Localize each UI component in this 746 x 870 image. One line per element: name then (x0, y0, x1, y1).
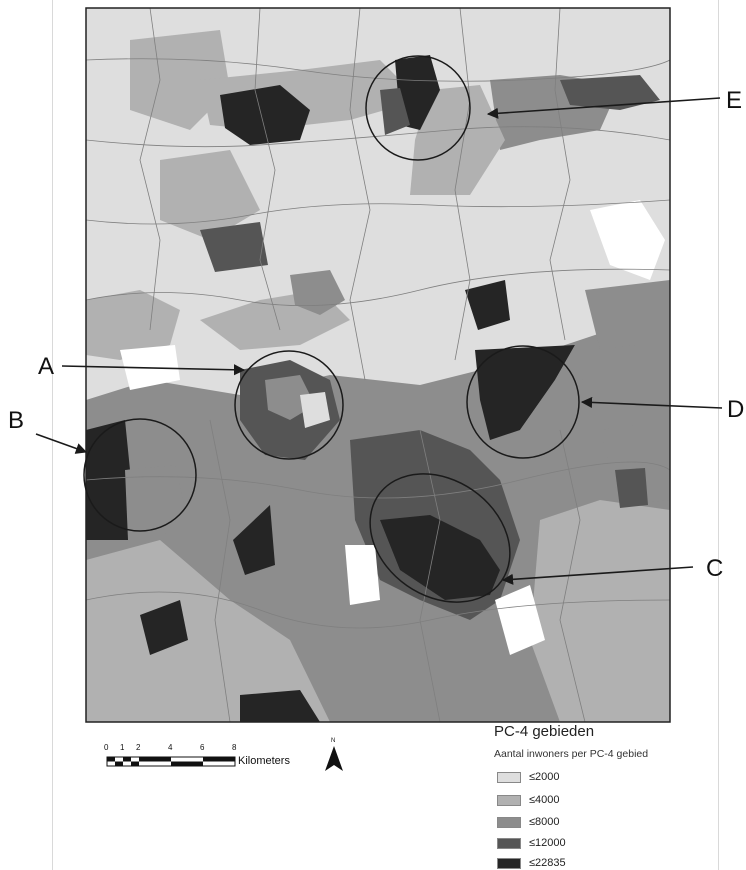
arrow-e (486, 97, 721, 119)
district-east-strip (585, 280, 670, 350)
legend-item-12000: ≤12000 (497, 836, 566, 850)
white-cutout-s (345, 545, 380, 605)
district-dark-pocket-2 (140, 600, 188, 655)
district-area-b-dark (86, 420, 130, 540)
district-area-c-dark (380, 515, 500, 600)
legend-swatch-2000 (497, 771, 521, 783)
district-area-e-medium (380, 88, 410, 135)
circle-e (365, 55, 471, 161)
left-frame-line (52, 0, 53, 870)
map-area (86, 8, 670, 722)
legend-subtitle: Aantal inwoners per PC-4 gebied (494, 748, 649, 760)
callout-label-a: A (38, 353, 55, 380)
legend-label-4000: ≤4000 (529, 794, 560, 806)
white-cutout-ne (590, 200, 665, 280)
district-area-b-medium (125, 465, 185, 540)
district-mid-west (86, 290, 180, 360)
callout-label-c: C (706, 555, 724, 582)
circle-d (466, 345, 580, 459)
scale-tick-4: 4 (168, 743, 173, 752)
right-frame-line (718, 0, 719, 870)
scale-tick-6: 6 (200, 743, 205, 752)
district-area-d-medium (520, 345, 585, 430)
arrow-b (35, 433, 88, 454)
map-frame (85, 7, 671, 723)
district-east-small-dark (615, 468, 648, 508)
scale-tick-0: 0 (104, 743, 109, 752)
legend-swatch-22835 (497, 857, 521, 869)
legend-swatch-4000 (497, 794, 521, 806)
district-e-light (410, 85, 505, 195)
callout-arrows (35, 97, 723, 585)
scale-tick-8: 8 (232, 743, 237, 752)
district-area-a-light (300, 392, 330, 428)
district-west-dark (200, 222, 268, 272)
district-area-d-dark (475, 345, 575, 440)
north-arrow (325, 746, 343, 771)
scale-unit-label: Kilometers (238, 755, 290, 767)
callout-label-b: B (8, 407, 25, 434)
legend-label-2000: ≤2000 (529, 771, 560, 783)
district-boundaries (86, 8, 670, 722)
scale-tick-2: 2 (136, 743, 141, 752)
arrow-d (580, 396, 723, 409)
district-dark-pocket-3 (240, 690, 320, 722)
district-south-right (530, 500, 670, 722)
district-dark-pocket-1 (233, 505, 275, 575)
white-cutout-se (495, 585, 545, 655)
circle-a (234, 350, 344, 460)
callout-label-e: E (726, 87, 743, 114)
legend-item-22835: ≤22835 (497, 856, 566, 870)
north-letter: N (331, 738, 336, 744)
legend-item-2000: ≤2000 (497, 770, 560, 784)
scale-bar (106, 756, 236, 767)
scale-tick-1: 1 (120, 743, 125, 752)
circle-b (83, 418, 197, 532)
legend-swatch-12000 (497, 837, 521, 849)
circle-c (369, 473, 511, 603)
district-south-mid (86, 540, 330, 722)
legend-item-4000: ≤4000 (497, 793, 560, 807)
legend-item-8000: ≤8000 (497, 815, 560, 829)
legend-label-22835: ≤22835 (529, 857, 566, 869)
district-nw-dark (220, 85, 310, 145)
district-dark-pocket-4 (465, 280, 510, 330)
arrow-a (61, 364, 246, 376)
legend-swatch-8000 (497, 816, 521, 828)
district-nw-1 (130, 30, 230, 130)
legend-title: PC-4 gebieden (494, 723, 595, 740)
district-ne-dark (560, 75, 660, 110)
district-mid-east (290, 270, 345, 315)
highlight-circles (83, 55, 580, 603)
callout-label-d: D (727, 396, 745, 423)
legend-label-12000: ≤12000 (529, 837, 566, 849)
legend-label-8000: ≤8000 (529, 816, 560, 828)
arrow-c (501, 566, 694, 585)
